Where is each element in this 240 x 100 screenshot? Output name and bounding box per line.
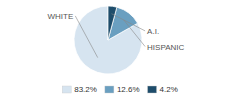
- annotation-line: [75, 16, 97, 58]
- legend-swatch: [148, 86, 157, 93]
- chart: WHITE HISPANIC A.I. 83.2% 12.6% 4.2%: [0, 0, 240, 100]
- legend-swatch: [105, 86, 114, 93]
- annotation-line: [111, 14, 145, 31]
- annotation-line: [124, 20, 145, 47]
- annotations: WHITE HISPANIC A.I.: [48, 12, 185, 58]
- annotation: A.I.: [147, 27, 159, 36]
- legend: 83.2% 12.6% 4.2%: [62, 85, 178, 94]
- legend-item: 83.2%: [62, 85, 97, 94]
- pie: [74, 6, 142, 74]
- legend-item: 12.6%: [105, 85, 140, 94]
- annotation: WHITE: [48, 12, 74, 21]
- legend-label: 4.2%: [160, 85, 178, 94]
- legend-item: 4.2%: [148, 85, 178, 94]
- legend-label: 83.2%: [74, 85, 97, 94]
- legend-label: 12.6%: [117, 85, 140, 94]
- slice: [108, 6, 117, 40]
- annotation: HISPANIC: [147, 43, 184, 52]
- slice: [74, 6, 142, 74]
- legend-swatch: [62, 86, 71, 93]
